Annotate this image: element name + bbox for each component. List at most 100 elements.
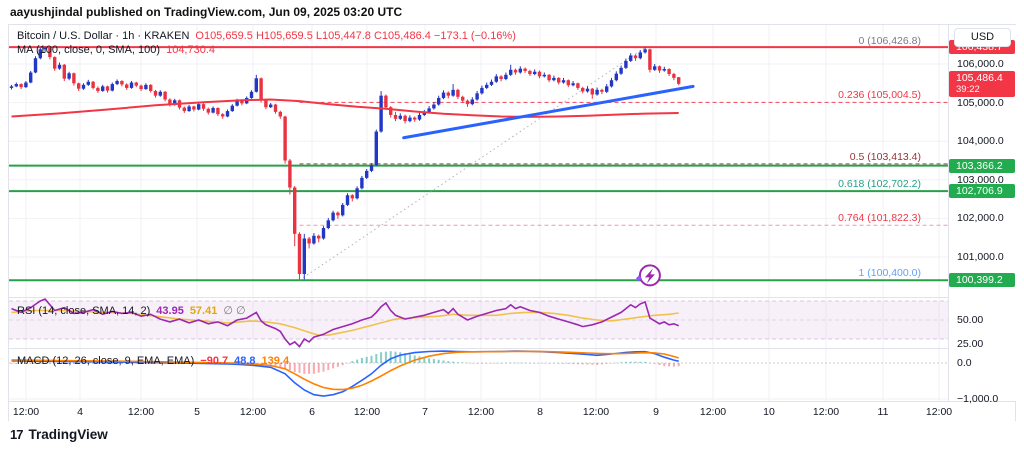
ohlc-values: O105,659.5 H105,659.5 L105,447.8 C105,48… xyxy=(195,30,516,42)
ma-label: MA (100, close, 0, SMA, 100) xyxy=(17,44,161,56)
candle-body xyxy=(432,104,436,109)
macd-hist-bar xyxy=(596,363,599,365)
candle-body xyxy=(201,104,206,109)
currency-button[interactable]: USD xyxy=(954,28,1011,47)
candle-body xyxy=(57,64,62,69)
axis-time-label[interactable]: 12:00 xyxy=(12,406,40,418)
candle-body xyxy=(504,74,508,80)
chart-widget: 0 (106,426.8) 0.236 (105,004.5) 0.5 (103,4… xyxy=(8,24,1016,421)
candle-body xyxy=(446,92,450,96)
axis-price-label: 105,000.0 xyxy=(957,96,1004,109)
price-line-badge: 102,706.9 xyxy=(949,184,1015,199)
pane-separator-macd[interactable] xyxy=(9,348,1015,349)
macd-hist-bar xyxy=(620,362,623,363)
axis-price-label: 106,000.0 xyxy=(957,58,1004,70)
axis-time-label[interactable]: 6 xyxy=(309,406,315,418)
candle-body xyxy=(331,212,335,221)
fib-trend-dotted-line[interactable] xyxy=(299,47,646,281)
candle-body xyxy=(105,86,110,91)
candle-body xyxy=(134,82,138,86)
candle-body xyxy=(307,238,311,244)
macd-hist-bar xyxy=(284,363,287,369)
candle-body xyxy=(173,100,177,105)
axis-time-label[interactable]: 10 xyxy=(763,406,775,418)
axis-time-label[interactable]: 12:00 xyxy=(582,406,610,418)
axis-time-label[interactable]: 12:00 xyxy=(127,406,155,418)
rsi-ma-line[interactable] xyxy=(11,309,679,336)
macd-hist-bar xyxy=(279,363,282,367)
macd-hist-bar xyxy=(87,363,90,364)
macd-hist-bar xyxy=(341,363,344,366)
chart-plot[interactable] xyxy=(9,25,948,401)
axis-time-label[interactable]: 8 xyxy=(537,406,543,418)
rsi-line[interactable] xyxy=(11,298,679,348)
axis-time-label[interactable]: 4 xyxy=(77,406,83,418)
macd-hist-bar xyxy=(538,363,541,364)
axis-time-label[interactable]: 12:00 xyxy=(353,406,381,418)
candle-body xyxy=(81,84,86,89)
lightning-marker[interactable] xyxy=(635,264,661,287)
macd-hist-bar xyxy=(77,363,80,364)
candle-body xyxy=(240,100,244,104)
macd-hist-bar xyxy=(116,363,119,364)
macd-hist-bar xyxy=(572,363,575,365)
price-axis[interactable]: USD 106,000.0 105,000.0 104,000.0 103,000.0… xyxy=(948,25,1016,405)
candle-body xyxy=(278,111,282,117)
axis-time-label[interactable]: 12:00 xyxy=(239,406,267,418)
macd-hist-bar xyxy=(68,363,71,364)
axis-time-label[interactable]: 7 xyxy=(422,406,428,418)
axis-price-label: 50.00 xyxy=(957,314,984,326)
macd-hist-bar xyxy=(48,363,51,364)
candle-body xyxy=(302,238,306,274)
candle-body xyxy=(24,82,28,88)
macd-hist-bar xyxy=(471,363,474,364)
pane-separator-rsi[interactable] xyxy=(9,297,1015,298)
tradingview-logo-icon[interactable]: 17 xyxy=(10,427,24,442)
axis-time-label[interactable]: 12:00 xyxy=(699,406,727,418)
candle-body xyxy=(43,47,47,50)
candle-body xyxy=(293,187,297,234)
candle-body xyxy=(259,78,263,101)
axis-time-label[interactable]: 12:00 xyxy=(925,406,953,418)
macd-hist-bar xyxy=(576,363,579,365)
candle-body xyxy=(557,77,561,83)
axis-time-label[interactable]: 9 xyxy=(653,406,659,418)
macd-hist-bar xyxy=(562,363,565,364)
macd-hist-bar xyxy=(428,358,431,363)
macd-label: MACD (12, 26, close, 9, EMA, EMA) xyxy=(17,355,195,367)
candle-body xyxy=(33,58,38,73)
axis-time-label[interactable]: 11 xyxy=(877,406,889,418)
macd-hist-bar xyxy=(514,362,517,364)
macd-hist-bar xyxy=(461,362,464,364)
candle-body xyxy=(120,80,124,85)
candles-layer xyxy=(9,46,681,281)
macd-hist-bar xyxy=(447,361,450,363)
macd-hist-bar xyxy=(490,362,493,364)
axis-time-label[interactable]: 12:00 xyxy=(467,406,495,418)
candle-body xyxy=(283,116,287,161)
macd-hist-bar xyxy=(437,359,440,363)
macd-hist-bar xyxy=(644,361,647,363)
axis-time-label[interactable]: 5 xyxy=(194,406,200,418)
macd-signal-line[interactable] xyxy=(11,350,679,391)
macd-hist-bar xyxy=(336,363,339,367)
candle-body xyxy=(67,73,71,79)
price-line-badge: 100,399.2 xyxy=(949,273,1015,288)
candle-body xyxy=(648,49,652,70)
candle-body xyxy=(417,114,422,120)
macd-hist-bar xyxy=(39,363,42,364)
time-axis[interactable]: 12:00 4 12:00 5 12:00 6 12:00 7 12:00 8 12:00 9 12:0… xyxy=(9,401,1015,421)
macd-hist-bar xyxy=(404,353,407,363)
ma100-line[interactable] xyxy=(11,98,679,118)
tradingview-brand-text[interactable]: TradingView xyxy=(28,427,108,442)
macd-hist-bar xyxy=(519,362,522,364)
candle-body xyxy=(408,117,412,122)
axis-time-label[interactable]: 12:00 xyxy=(812,406,840,418)
footer-brand: 17 TradingView xyxy=(10,427,108,442)
trendline[interactable] xyxy=(402,84,695,140)
macd-hist-bar xyxy=(504,362,507,364)
macd-hist-bar xyxy=(332,363,335,369)
candle-body xyxy=(509,69,513,75)
macd-hist-bar xyxy=(408,354,411,363)
ma-value: 104,730.4 xyxy=(166,44,216,56)
